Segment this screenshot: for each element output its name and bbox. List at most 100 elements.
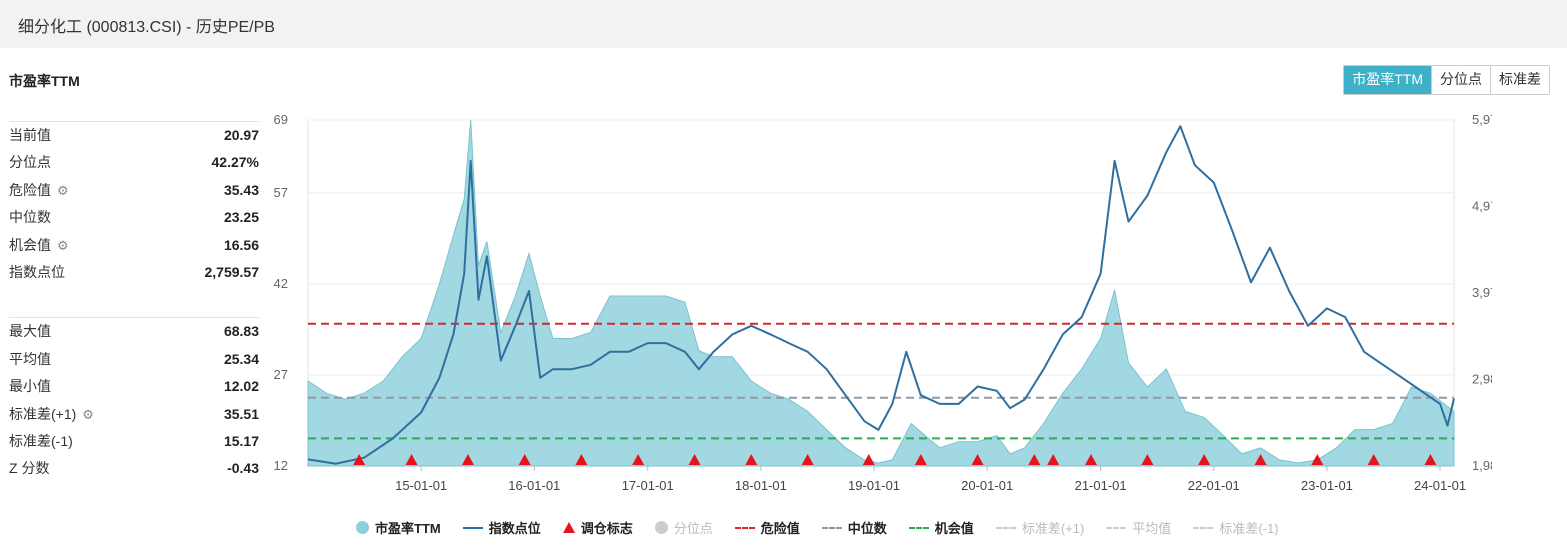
page-title: 细分化工 (000813.CSI) - 历史PE/PB — [18, 19, 275, 36]
y-left-tick-label: 27 — [274, 367, 288, 382]
gear-icon[interactable]: ⚙ — [57, 237, 69, 253]
x-tick-label: 16-01-01 — [508, 478, 560, 493]
stat-row: 中位数 23.25 — [9, 204, 259, 231]
stat-value: -0.43 — [227, 460, 259, 477]
percentile-button[interactable]: 分位点 — [1431, 66, 1490, 94]
stat-value: 35.51 — [223, 405, 259, 422]
x-tick-label: 18-01-01 — [735, 478, 787, 493]
stat-row: 分位点 42.27% — [9, 149, 259, 176]
rebalance-marker — [1085, 454, 1098, 465]
legend-item[interactable]: 平均值 — [1106, 518, 1171, 537]
std-dev-button[interactable]: 标准差 — [1490, 66, 1549, 94]
stat-label: 标准差(+1) ⚙ — [9, 401, 94, 428]
legend-dash-icon — [734, 526, 755, 529]
legend-line-icon — [462, 526, 483, 529]
y-right-tick-label: 2,981 — [1472, 371, 1492, 386]
stat-value: 2,759.57 — [204, 263, 260, 280]
stat-label: 最小值 — [9, 373, 51, 400]
rebalance-marker — [575, 454, 588, 465]
rebalance-marker — [353, 454, 366, 465]
stat-label-text: 机会值 — [9, 236, 51, 253]
legend-dot-icon — [356, 521, 369, 534]
stat-value: 23.25 — [223, 209, 259, 226]
index-level-line — [307, 125, 1455, 465]
x-tick-label: 22-01-01 — [1188, 478, 1240, 493]
stat-value: 15.17 — [223, 432, 259, 449]
stat-row: 危险值 ⚙ 35.43 — [9, 177, 259, 204]
legend-label: 标准差(+1) — [1021, 521, 1085, 536]
stat-value: 12.02 — [223, 378, 259, 395]
legend-item[interactable]: 分位点 — [654, 518, 713, 537]
stats-group-history: 最大值 68.83 平均值 25.34 最小值 12.02 标准差(+1) ⚙ 35.51 标准差… — [9, 318, 259, 482]
gear-icon[interactable]: ⚙ — [57, 182, 69, 198]
legend-item[interactable]: 危险值 — [734, 518, 800, 537]
rebalance-marker — [971, 454, 984, 465]
legend-item[interactable]: 标准差(+1) — [995, 518, 1085, 537]
stat-label: 当前值 — [9, 122, 51, 149]
stat-label-text: 标准差(-1) — [9, 432, 73, 449]
rebalance-marker — [1028, 454, 1041, 465]
rebalance-marker — [1198, 454, 1211, 465]
legend-item[interactable]: 调仓标志 — [562, 518, 633, 537]
pe-ttm-button[interactable]: 市盈率TTM — [1344, 66, 1431, 94]
x-tick-label: 21-01-01 — [1075, 478, 1127, 493]
pe-ttm-area — [307, 119, 1455, 467]
y-right-tick-label: 3,978 — [1472, 285, 1492, 300]
gear-icon[interactable]: ⚙ — [82, 406, 94, 422]
stat-row: 最小值 12.02 — [9, 373, 259, 400]
rebalance-marker — [1047, 454, 1060, 465]
legend-item[interactable]: 中位数 — [821, 518, 887, 537]
legend-item[interactable]: 指数点位 — [462, 518, 541, 537]
legend-label: 市盈率TTM — [375, 521, 441, 536]
y-right-tick-label: 5,971 — [1472, 112, 1492, 127]
stat-value: 25.34 — [223, 350, 259, 367]
stat-label-text: 指数点位 — [9, 263, 65, 280]
legend-dash-icon — [821, 526, 842, 529]
legend-label: 中位数 — [847, 521, 887, 536]
y-right-tick-label: 1,984 — [1472, 458, 1492, 473]
stat-label-text: 标准差(+1) — [9, 405, 77, 422]
stat-label: Z 分数 — [9, 455, 49, 482]
stat-label-text: Z 分数 — [9, 460, 50, 477]
x-tick-label: 15-01-01 — [395, 478, 447, 493]
page-header: 细分化工 (000813.CSI) - 历史PE/PB — [0, 0, 1567, 48]
stats-panel: 当前值 20.97 分位点 42.27% 危险值 ⚙ 35.43 中位数 23.25 机会值 ⚙ 16… — [9, 121, 259, 483]
rebalance-marker — [405, 454, 418, 465]
stat-label-text: 分位点 — [9, 154, 51, 171]
y-left-tick-label: 69 — [274, 112, 288, 127]
legend-dash-icon — [908, 526, 929, 529]
legend-dash-icon — [1193, 526, 1214, 529]
stat-row: 标准差(+1) ⚙ 35.51 — [9, 401, 259, 428]
stat-value: 68.83 — [223, 323, 259, 340]
legend-dot-icon — [654, 521, 668, 534]
legend-label: 平均值 — [1132, 521, 1172, 536]
legend-label: 指数点位 — [488, 521, 541, 536]
y-right-tick-label: 4,975 — [1472, 198, 1492, 213]
stat-label-text: 危险值 — [9, 181, 51, 198]
legend-item[interactable]: 标准差(-1) — [1193, 518, 1279, 537]
stat-label: 最大值 — [9, 318, 51, 345]
legend-label: 分位点 — [673, 521, 713, 536]
stat-label-text: 平均值 — [9, 350, 51, 367]
rebalance-marker — [862, 454, 875, 465]
stat-row: Z 分数 -0.43 — [9, 455, 259, 482]
legend-label: 危险值 — [760, 521, 800, 536]
stat-value: 20.97 — [223, 127, 259, 143]
section-title: 市盈率TTM — [9, 73, 80, 89]
rebalance-marker — [688, 454, 701, 465]
stats-divider-bottom — [9, 317, 259, 319]
stat-label-text: 当前值 — [9, 127, 51, 143]
legend-item[interactable]: 市盈率TTM — [356, 518, 441, 537]
stat-value: 16.56 — [223, 236, 259, 253]
rebalance-marker — [914, 454, 927, 465]
rebalance-marker — [801, 454, 814, 465]
stats-group-current: 当前值 20.97 分位点 42.27% 危险值 ⚙ 35.43 中位数 23.25 机会值 ⚙ 16… — [9, 122, 259, 286]
legend-item[interactable]: 机会值 — [908, 518, 974, 537]
legend-dash-icon — [995, 526, 1016, 529]
rebalance-marker — [1254, 454, 1267, 465]
stat-label: 标准差(-1) — [9, 428, 73, 455]
legend-dash-icon — [1106, 526, 1127, 529]
stat-value: 35.43 — [223, 181, 259, 198]
legend-label: 调仓标志 — [580, 521, 633, 536]
legend-label: 标准差(-1) — [1219, 521, 1279, 536]
